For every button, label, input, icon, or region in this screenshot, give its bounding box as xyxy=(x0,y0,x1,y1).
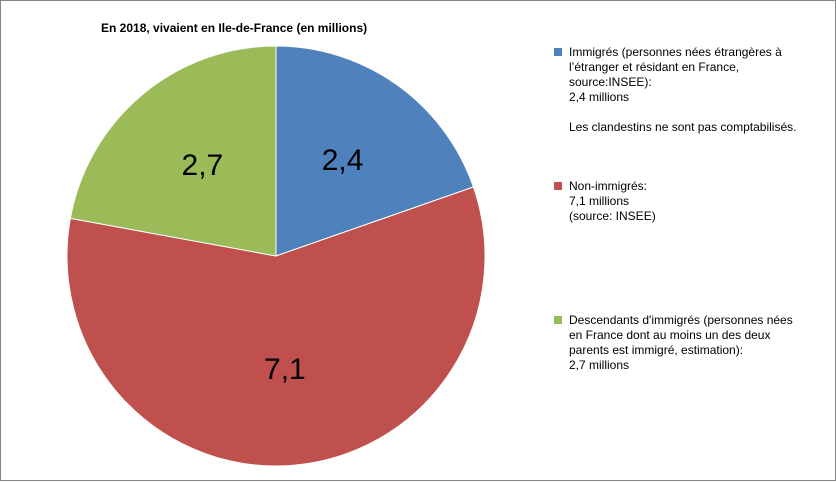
pie-label-descendants: 2,7 xyxy=(182,149,224,182)
legend-line: Non-immigrés: xyxy=(569,179,648,193)
legend-swatch-descendants xyxy=(554,316,562,324)
pie-label-non-immigres: 7,1 xyxy=(264,353,306,386)
title-region: Ile-de-France xyxy=(218,21,294,35)
title-prefix: En 2018, vivaient en xyxy=(101,21,219,35)
legend-swatch-non-immigres xyxy=(554,182,562,190)
legend-text-immigres: Immigrés (personnes nées étrangères à l’… xyxy=(569,45,832,135)
pie-label-immigres: 2,4 xyxy=(322,144,364,177)
legend-line: en France dont au moins un des deux xyxy=(569,328,771,342)
chart-title: En 2018, vivaient en Ile-de-France (en m… xyxy=(101,21,367,35)
legend-item-descendants: Descendants d'immigrés (personnes nées e… xyxy=(554,313,832,373)
legend-line: 2,7 millions xyxy=(569,358,630,372)
legend-item-immigres: Immigrés (personnes nées étrangères à l’… xyxy=(554,45,832,135)
pie-slice-non-immigres xyxy=(66,186,486,467)
legend-line: l’étranger et résidant en France, xyxy=(569,60,740,74)
legend-text-descendants: Descendants d'immigrés (personnes nées e… xyxy=(569,313,832,373)
pie-slice-immigres xyxy=(275,45,475,257)
legend-note: Les clandestins ne sont pas comptabilisé… xyxy=(569,120,797,134)
legend-item-non-immigres: Non-immigrés: 7,1 millions (source: INSE… xyxy=(554,179,832,224)
title-suffix: (en millions) xyxy=(293,21,368,35)
legend-text-non-immigres: Non-immigrés: 7,1 millions (source: INSE… xyxy=(569,179,832,224)
legend-line: Descendants d'immigrés (personnes nées xyxy=(569,313,793,327)
legend-line: parents est immigré, estimation): xyxy=(569,343,744,357)
legend-line: 2,4 millions xyxy=(569,90,630,104)
legend-line: source:INSEE): xyxy=(569,75,652,89)
legend-line: Immigrés (personnes nées étrangères à xyxy=(569,45,782,59)
legend-line: 7,1 millions xyxy=(569,194,630,208)
pie-slice-descendants xyxy=(69,45,277,257)
legend-line: (source: INSEE) xyxy=(569,209,656,223)
legend-swatch-immigres xyxy=(554,48,562,56)
